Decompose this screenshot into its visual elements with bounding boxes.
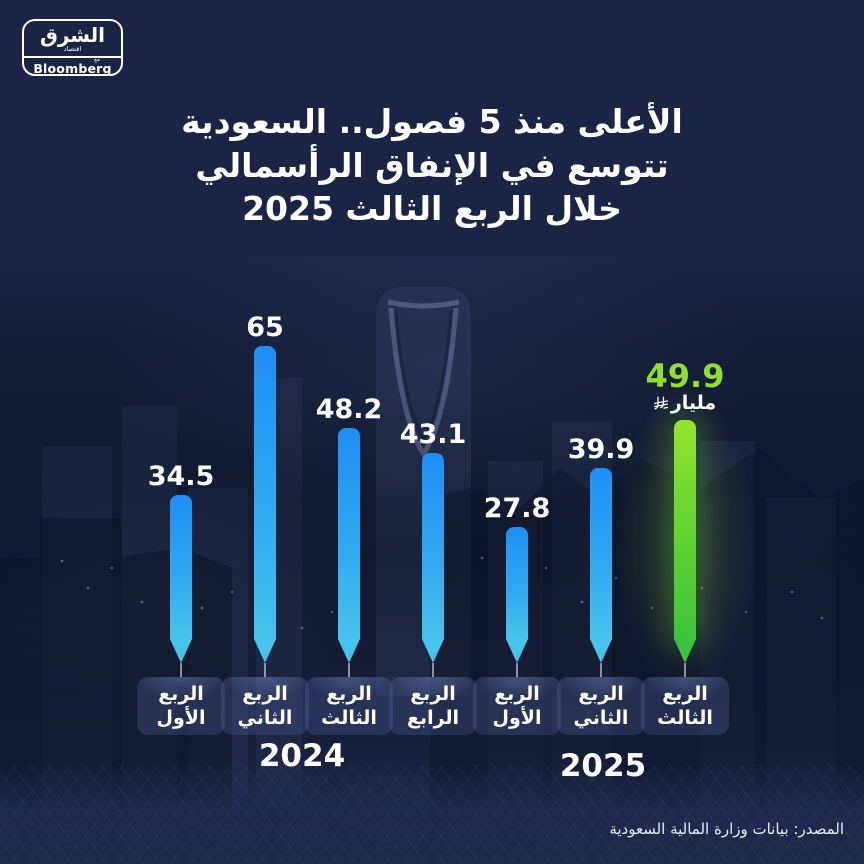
quarter-ordinal: الثاني	[237, 707, 293, 729]
asharq-bloomberg-logo: الشرق اقتصاد مع Bloomberg	[22, 19, 123, 76]
quarter-ordinal: الرابع	[406, 707, 460, 729]
bar-connector	[348, 663, 350, 677]
quarter-ordinal: الثاني	[573, 707, 629, 729]
quarter-word: الربع	[662, 682, 708, 705]
bar-2024-q1	[170, 495, 192, 639]
year-label-2025: 2025	[559, 748, 647, 784]
chart-title-line-1: الأعلى منذ 5 فصول.. السعودية	[181, 102, 683, 141]
quarter-label-2025-q2: الربع الثاني	[557, 677, 645, 735]
source-credit: المصدر: بيانات وزارة المالية السعودية	[609, 820, 844, 838]
quarter-ordinal: الأول	[492, 707, 542, 729]
quarter-word: الربع	[326, 682, 372, 705]
quarter-word: الربع	[158, 682, 204, 705]
bar-column-2024-q2: 65 الربع الثاني	[221, 314, 309, 735]
quarter-ordinal: الثالث	[657, 707, 713, 729]
bar-column-2025-q1: 27.8 الربع الأول	[473, 495, 561, 735]
logo-partner-name: Bloomberg	[33, 61, 112, 76]
bar-connector	[432, 663, 434, 677]
quarter-ordinal: الأول	[156, 707, 206, 729]
bar-tip	[674, 639, 696, 663]
quarter-word: الربع	[242, 682, 288, 705]
bar-value: 43.1	[399, 419, 467, 450]
bar-2025-q1	[506, 527, 528, 639]
quarter-word: الربع	[494, 682, 540, 705]
quarter-word: الربع	[410, 682, 456, 705]
bar-column-2024-q4: 43.1 الربع الرابع	[389, 421, 477, 735]
logo-divider	[24, 56, 121, 58]
bar-value: 34.5	[147, 461, 215, 492]
chart-title-line-2: تتوسع في الإنفاق الرأسمالي	[195, 145, 669, 185]
year-label-2024: 2024	[258, 738, 346, 774]
highlight-unit: مليار	[653, 392, 717, 414]
unit-word: مليار	[670, 392, 717, 414]
quarter-word: الربع	[578, 682, 624, 705]
bar-2025-q2	[590, 468, 612, 639]
bar-tip	[506, 639, 528, 663]
logo-sub-label: اقتصاد	[63, 45, 82, 53]
logo-with-label: مع	[94, 56, 100, 63]
bar-value: 65	[246, 312, 284, 343]
quarter-label-2025-q1: الربع الأول	[473, 677, 561, 735]
saudi-riyal-symbol-icon	[653, 396, 668, 410]
quarter-label-2025-q3: الربع الثالث	[641, 677, 729, 735]
bar-connector	[180, 663, 182, 677]
bar-connector	[684, 663, 686, 677]
logo-arabic-name: الشرق	[39, 23, 106, 47]
bar-connector	[516, 663, 518, 677]
bar-tip	[422, 639, 444, 663]
bar-tip	[338, 639, 360, 663]
bar-column-2024-q3: 48.2 الربع الثالث	[305, 396, 393, 735]
bar-2024-q3	[338, 428, 360, 639]
bar-2025-q3-highlight	[674, 420, 696, 639]
quarter-label-2024-q4: الربع الرابع	[389, 677, 477, 735]
bar-value: 27.8	[483, 493, 551, 524]
bar-2024-q2	[254, 346, 276, 639]
quarter-label-2024-q3: الربع الثالث	[305, 677, 393, 735]
chart-title-line-3: خلال الربع الثالث 2025	[242, 189, 622, 229]
bar-value: 39.9	[567, 434, 635, 465]
bar-column-2025-q2: 39.9 الربع الثاني	[557, 436, 645, 735]
bar-value: 48.2	[315, 394, 383, 425]
highlight-bar-value: 49.9	[645, 357, 725, 395]
bar-tip	[254, 639, 276, 663]
bar-connector	[264, 663, 266, 677]
bar-2024-q4	[422, 453, 444, 639]
bar-connector	[600, 663, 602, 677]
bar-column-2025-q3-highlight: 49.9 مليار الربع الثالث	[641, 360, 729, 735]
quarter-ordinal: الثالث	[321, 707, 377, 729]
quarter-label-2024-q2: الربع الثاني	[221, 677, 309, 735]
footer-pattern-strip	[0, 764, 864, 864]
bar-tip	[590, 639, 612, 663]
bar-column-2024-q1: 34.5 الربع الأول	[137, 463, 225, 735]
bar-tip	[170, 639, 192, 663]
quarter-label-2024-q1: الربع الأول	[137, 677, 225, 735]
chart-title: الأعلى منذ 5 فصول.. السعودية تتوسع في ال…	[0, 100, 864, 231]
